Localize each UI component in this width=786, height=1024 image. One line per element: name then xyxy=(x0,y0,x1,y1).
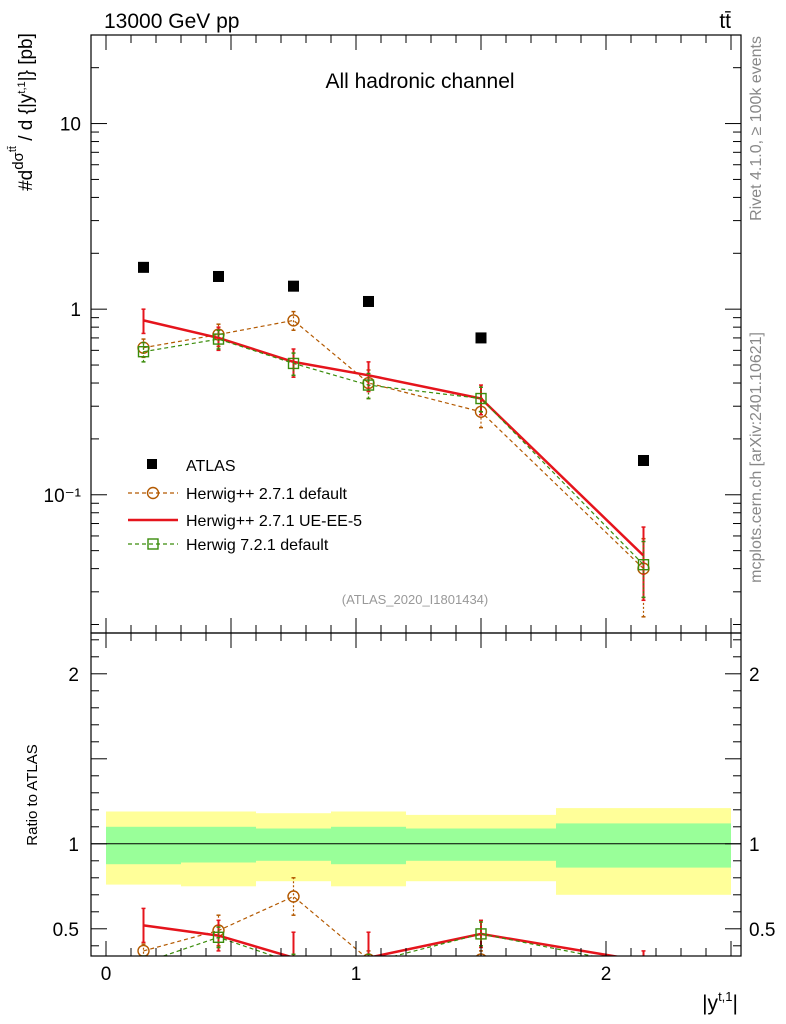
ratio-line-herwig-7-2-1-default xyxy=(161,933,596,956)
analysis-watermark: (ATLAS_2020_I1801434) xyxy=(342,592,488,607)
data-point-atlas xyxy=(288,280,299,292)
legend-label-herwig7: Herwig 7.2.1 default xyxy=(186,537,329,554)
ratio-y-tick-label-left: 1 xyxy=(68,835,79,856)
data-point-herwig-7-2-1-default xyxy=(637,559,650,571)
legend: ATLAS Herwig++ 2.7.1 default Herwig++ 2.… xyxy=(128,458,362,554)
uncertainty-band-inner xyxy=(331,826,406,865)
data-point-herwig-7-2-1-default xyxy=(362,379,375,391)
main-y-axis-label: #ddσtt̄ / d {|yt,1|} [pb] xyxy=(7,33,37,191)
ratio-point-herwig-7-2-1-default xyxy=(639,961,649,971)
legend-label-herwigpp-default: Herwig++ 2.7.1 default xyxy=(186,486,348,503)
data-point-herwig-2-7-1-default xyxy=(287,314,300,327)
data-point-herwig-7-2-1-default xyxy=(475,392,487,405)
data-point-atlas xyxy=(213,270,224,282)
data-point-herwig-7-2-1-default xyxy=(287,357,300,370)
uncertainty-band-inner xyxy=(556,823,731,868)
ratio-axis-ticks xyxy=(91,633,741,956)
series-line-herwig-2-7-1-ue-ee-5 xyxy=(143,319,645,557)
chart-title: All hadronic channel xyxy=(325,70,514,93)
data-point-herwig-7-2-1-default xyxy=(137,345,150,358)
ratio-point-herwig-7-2-1-default xyxy=(289,958,299,968)
ratio-point-herwig-7-2-1-default xyxy=(364,958,374,968)
uncertainty-band-inner xyxy=(181,826,256,863)
ratio-panel-frame xyxy=(90,632,742,957)
legend-marker-herwigpp-default xyxy=(146,486,160,500)
ratio-panel: 0.5 0.5 1 1 2 2 0 1 2 Ratio to ATLAS |yt,1| xyxy=(24,632,776,1015)
data-point-herwig-7-2-1-default xyxy=(212,333,225,345)
x-axis-label: |yt,1| xyxy=(702,989,738,1015)
top-axis-ticks xyxy=(91,34,741,633)
legend-label-atlas: ATLAS xyxy=(186,458,236,475)
top-y-tick-label: 10⁻¹ xyxy=(44,486,82,507)
data-point-atlas xyxy=(475,332,487,344)
rivet-version-label: Rivet 4.1.0, ≥ 100k events xyxy=(748,36,765,221)
uncertainty-band-inner xyxy=(106,826,181,865)
uncertainty-band-inner xyxy=(406,828,556,861)
ratio-y-axis-label: Ratio to ATLAS xyxy=(24,744,41,845)
process-label: tt̄ xyxy=(719,10,731,33)
ratio-y-tick-label-right: 1 xyxy=(749,835,760,856)
series-line-herwig-2-7-1-default xyxy=(143,319,644,570)
main-panel: All hadronic channel (ATLAS_2020_I180143… xyxy=(7,33,742,634)
data-point-atlas xyxy=(638,454,649,466)
ratio-band-layer xyxy=(106,808,731,895)
ratio-line-herwig-2-7-1-ue-ee-5 xyxy=(143,924,621,956)
data-point-atlas xyxy=(138,261,149,273)
ratio-point-herwig-7-2-1-default xyxy=(475,928,487,940)
uncertainty-band-inner xyxy=(256,828,331,861)
legend-marker-atlas xyxy=(147,459,157,469)
series-line-herwig-7-2-1-default xyxy=(143,338,644,566)
ratio-y-tick-label-left: 0.5 xyxy=(53,920,79,941)
mcplots-label: mcplots.cern.ch [arXiv:2401.10621] xyxy=(748,332,765,583)
x-tick-label: 0 xyxy=(101,964,112,985)
ratio-x-tick-labels: 0 1 2 xyxy=(101,964,612,985)
ratio-point-herwig-2-7-1-default xyxy=(137,944,150,956)
x-tick-label: 1 xyxy=(351,964,362,985)
ratio-point-herwig-7-2-1-default xyxy=(212,931,225,943)
top-y-tick-label: 10 xyxy=(60,115,81,136)
ratio-point-herwig-7-2-1-default xyxy=(139,958,149,968)
ratio-y-tick-label-right: 2 xyxy=(749,665,760,686)
data-point-atlas xyxy=(363,295,374,307)
ratio-y-tick-labels: 0.5 0.5 1 1 2 2 xyxy=(53,665,776,941)
top-y-tick-labels: 10 1 10⁻¹ xyxy=(44,115,82,507)
ratio-y-tick-label-right: 0.5 xyxy=(749,920,775,941)
energy-label: 13000 GeV pp xyxy=(104,10,239,33)
ratio-point-herwig-2-7-1-default xyxy=(638,964,649,975)
legend-marker-herwig7 xyxy=(147,538,159,550)
ratio-y-tick-label-left: 2 xyxy=(68,665,79,686)
legend-label-herwigpp-ueee5: Herwig++ 2.7.1 UE-EE-5 xyxy=(186,513,362,530)
x-tick-label: 2 xyxy=(601,964,612,985)
top-y-tick-label: 1 xyxy=(70,300,81,321)
main-series-layer xyxy=(137,261,650,618)
ratio-point-herwig-2-7-1-default xyxy=(287,890,300,903)
